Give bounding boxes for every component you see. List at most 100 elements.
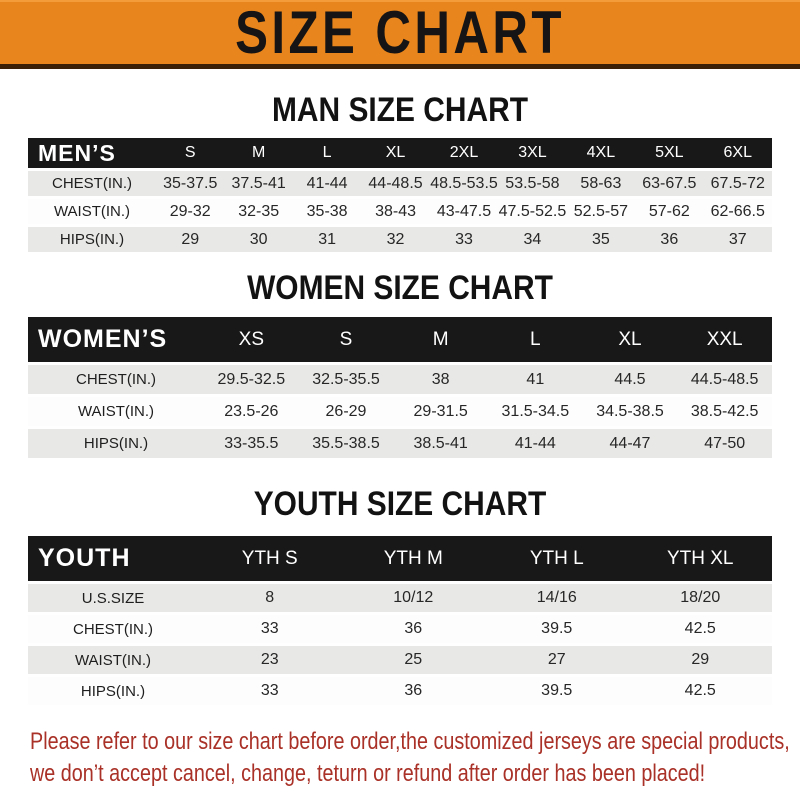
row-label: HIPS(IN.)	[83, 435, 149, 452]
cell-value: 29-31.5	[413, 402, 468, 420]
women-table-header: WOMEN’S XS S M L XL XXL	[28, 317, 772, 362]
cell-value: 36	[660, 230, 679, 248]
cell-value: 52.5-57	[573, 202, 629, 220]
women-section-heading: WOMEN SIZE CHART	[247, 268, 553, 308]
cell-value: 30	[249, 230, 268, 248]
cell-value: 57-62	[648, 202, 690, 220]
cell-value: 41-44	[306, 174, 348, 192]
men-size-table: MEN’S S M L XL 2XL 3XL 4XL 5XL 6XL CHEST(IN.) 35-37…	[28, 138, 772, 252]
youth-size-table: YOUTH YTH S YTH M YTH L YTH XL U.S.SIZE 8 10/12…	[28, 536, 772, 705]
cell-value: 35-38	[306, 202, 348, 220]
cell-value: 41	[526, 370, 545, 388]
table-row: WAIST(IN.) 23.5-26 26-29 29-31.5 31.5-34.5 34…	[28, 397, 772, 426]
disclaimer-line-2: we don’t accept cancel, change, teturn o…	[30, 759, 706, 787]
cell-value: 34	[523, 230, 542, 248]
youth-section-heading: YOUTH SIZE CHART	[253, 484, 547, 524]
column-header: L	[530, 328, 541, 350]
table-row: WAIST(IN.) 23 25 27 29	[28, 646, 772, 674]
table-row: CHEST(IN.) 33 36 39.5 42.5	[28, 615, 772, 643]
men-section-heading: MAN SIZE CHART	[272, 90, 528, 130]
cell-value: 26-29	[325, 402, 367, 420]
page-title: SIZE CHART	[235, 0, 565, 67]
column-header: XL	[385, 144, 406, 161]
cell-value: 38.5-42.5	[690, 402, 759, 420]
cell-value: 38.5-41	[413, 434, 468, 452]
cell-value: 53.5-58	[505, 174, 560, 192]
cell-value: 58-63	[580, 174, 622, 192]
cell-value: 38-43	[375, 202, 416, 220]
cell-value: 67.5-72	[710, 174, 765, 192]
column-header: S	[184, 144, 196, 161]
cell-value: 44-48.5	[368, 174, 423, 192]
cell-value: 32-35	[238, 202, 280, 220]
row-label: WAIST(IN.)	[77, 403, 155, 420]
column-header: 4XL	[586, 144, 616, 161]
cell-value: 32	[386, 230, 405, 248]
column-header: M	[432, 328, 449, 350]
cell-value: 35.5-38.5	[312, 434, 380, 452]
column-header: 5XL	[655, 144, 684, 161]
cell-value: 42.5	[684, 682, 716, 699]
table-row: HIPS(IN.) 29 30 31 32 33 34 35 36 37	[28, 227, 772, 252]
column-header: M	[251, 144, 266, 161]
cell-value: 37	[728, 230, 747, 248]
disclaimer-line-1: Please refer to our size chart before or…	[30, 727, 790, 755]
youth-header-label: YOUTH	[38, 544, 131, 572]
row-label: WAIST(IN.)	[53, 203, 131, 220]
cell-value: 27	[547, 651, 566, 668]
column-header: YTH L	[529, 547, 584, 569]
women-header-label: WOMEN’S	[38, 325, 168, 353]
title-banner: SIZE CHART	[0, 0, 800, 69]
cell-value: 38	[431, 370, 450, 388]
cell-value: 35	[591, 230, 610, 248]
cell-value: 14/16	[536, 589, 577, 606]
cell-value: 41-44	[514, 434, 556, 452]
row-label: CHEST(IN.)	[52, 175, 132, 192]
row-label: HIPS(IN.)	[59, 231, 125, 248]
column-header: L	[322, 144, 332, 161]
cell-value: 63-67.5	[642, 174, 697, 192]
row-label: U.S.SIZE	[81, 589, 145, 607]
men-table-header: MEN’S S M L XL 2XL 3XL 4XL 5XL 6XL	[28, 138, 772, 168]
table-row: CHEST(IN.) 29.5-32.5 32.5-35.5 38 41 44.5 44.5…	[28, 365, 772, 394]
cell-value: 29	[691, 651, 710, 668]
youth-table-header: YOUTH YTH S YTH M YTH L YTH XL	[28, 536, 772, 581]
cell-value: 25	[404, 651, 423, 668]
cell-value: 36	[404, 682, 423, 699]
men-header-label: MEN’S	[38, 139, 116, 166]
cell-value: 29-32	[169, 202, 211, 220]
table-row: U.S.SIZE 8 10/12 14/16 18/20	[28, 584, 772, 612]
cell-value: 44.5-48.5	[690, 370, 759, 388]
row-label: HIPS(IN.)	[80, 682, 146, 700]
cell-value: 42.5	[684, 620, 716, 637]
cell-value: 29	[181, 230, 200, 248]
cell-value: 62-66.5	[710, 202, 765, 220]
column-header: XS	[238, 328, 264, 350]
cell-value: 31.5-34.5	[501, 402, 570, 420]
column-header: S	[339, 328, 353, 350]
women-size-table: WOMEN’S XS S M L XL XXL CHEST(IN.) 29.5-32.5 32.5…	[28, 317, 772, 458]
column-header: YTH S	[241, 547, 298, 569]
column-header: 6XL	[723, 144, 752, 161]
cell-value: 31	[318, 230, 336, 248]
column-header: XL	[618, 328, 642, 350]
cell-value: 18/20	[680, 589, 721, 606]
table-row: WAIST(IN.) 29-32 32-35 35-38 38-43 43-47.5 47.…	[28, 199, 772, 224]
cell-value: 37.5-41	[231, 174, 286, 192]
cell-value: 23.5-26	[224, 402, 279, 420]
cell-value: 23	[260, 651, 279, 668]
cell-value: 47-50	[704, 434, 746, 452]
row-label: CHEST(IN.)	[73, 620, 153, 638]
cell-value: 39.5	[541, 620, 573, 637]
cell-value: 47.5-52.5	[498, 202, 567, 220]
disclaimer-note: Please refer to our size chart before or…	[30, 725, 790, 789]
cell-value: 39.5	[541, 682, 573, 699]
cell-value: 33-35.5	[224, 434, 279, 452]
cell-value: 32.5-35.5	[312, 370, 380, 388]
cell-value: 29.5-32.5	[217, 370, 286, 388]
cell-value: 48.5-53.5	[430, 174, 498, 192]
column-header: XXL	[706, 328, 743, 350]
cell-value: 33	[455, 230, 473, 248]
cell-value: 44-47	[609, 434, 651, 452]
